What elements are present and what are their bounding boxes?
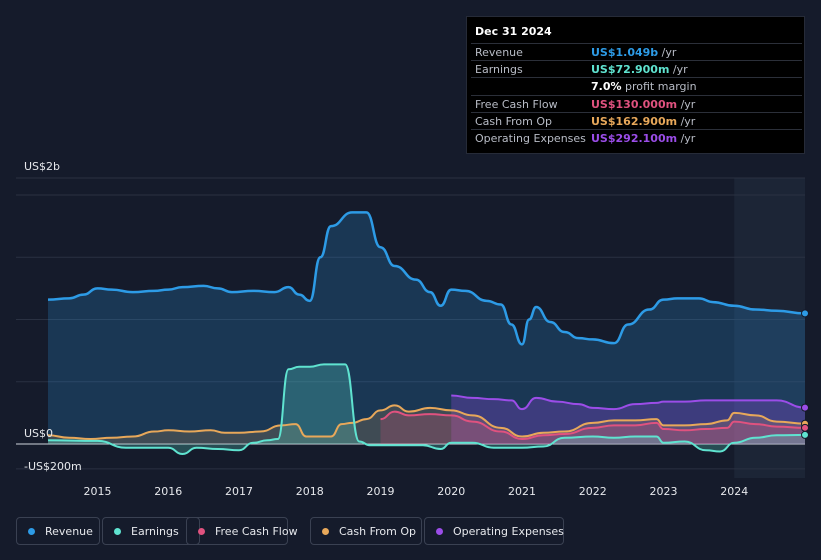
legend-label: Cash From Op [339, 525, 417, 538]
tooltip-value-unit: /yr [669, 63, 688, 77]
legend-dot-icon [322, 528, 329, 535]
y-bottom-label: -US$200m [24, 460, 82, 473]
legend-item-cash-from-op[interactable]: Cash From Op [310, 517, 422, 545]
tooltip-row-label: Operating Expenses [475, 132, 586, 145]
area-revenue [48, 212, 805, 444]
tooltip-value-unit: /yr [677, 114, 696, 128]
tooltip-row-value: US$130.000m /yr [591, 98, 695, 111]
legend-label: Revenue [45, 525, 93, 538]
legend-label: Earnings [131, 525, 179, 538]
x-tick-label: 2022 [579, 485, 607, 498]
area-cash-from-op [48, 405, 805, 444]
tooltip-row-value: US$162.900m /yr [591, 115, 695, 128]
tooltip-row-value: US$72.900m /yr [591, 63, 688, 76]
legend-dot-icon [28, 528, 35, 535]
tooltip-row: Earnings US$72.900m /yr [471, 60, 802, 78]
legend-item-free-cash-flow[interactable]: Free Cash Flow [186, 517, 298, 545]
legend-dot-icon [436, 528, 443, 535]
tooltip-value-unit: profit margin [621, 80, 697, 94]
x-tick-label: 2016 [154, 485, 182, 498]
x-tick-label: 2019 [367, 485, 395, 498]
line-revenue [47, 211, 806, 346]
endpoint-earnings [801, 430, 809, 439]
x-tick-label: 2021 [508, 485, 536, 498]
tooltip-value-text: US$72.900m [591, 63, 670, 77]
tooltip-value-text: US$130.000m [591, 97, 678, 111]
tooltip-row-label: Free Cash Flow [475, 97, 558, 111]
tooltip-row: Free Cash Flow US$130.000m /yr [471, 94, 802, 113]
tooltip-row: Operating Expenses US$292.100m /yr [471, 129, 802, 147]
legend-dot-icon [198, 528, 205, 535]
area-earnings [48, 364, 805, 454]
x-tick-label: 2015 [84, 485, 112, 498]
x-tick-label: 2020 [437, 485, 465, 498]
line-earnings [47, 363, 806, 455]
legend-label: Free Cash Flow [215, 525, 298, 538]
legend-dot-icon [114, 528, 121, 535]
line-cash-from-op [47, 404, 806, 441]
legend-item-earnings[interactable]: Earnings [102, 517, 200, 545]
tooltip-value-unit: /yr [658, 46, 677, 59]
endpoint-operating-expenses [801, 403, 809, 412]
tooltip-value-text: US$162.900m [591, 114, 678, 128]
line-operating-expenses [451, 394, 806, 411]
legend-item-revenue[interactable]: Revenue [16, 517, 100, 545]
endpoint-free-cash-flow [801, 423, 809, 432]
plot-area [16, 178, 805, 478]
tooltip-value-unit: /yr [677, 97, 696, 111]
tooltip-row-label: Revenue [475, 46, 523, 59]
x-tick-label: 2017 [225, 485, 253, 498]
endpoint-revenue [801, 309, 809, 318]
y-top-label: US$2b [24, 160, 61, 173]
tooltip-row: Revenue US$1.049b /yr [471, 43, 802, 61]
tooltip-row-value: US$1.049b /yr [591, 46, 676, 59]
tooltip-panel: Dec 31 2024 Revenue US$1.049b /yr Earnings… [466, 16, 805, 154]
tooltip-row-label: Earnings [475, 63, 523, 77]
tooltip-value-text: US$292.100m [591, 132, 678, 145]
tooltip-value-text: US$1.049b [591, 46, 659, 59]
legend-item-operating-expenses[interactable]: Operating Expenses [424, 517, 564, 545]
tooltip-date: Dec 31 2024 [475, 25, 552, 38]
x-tick-label: 2018 [296, 485, 324, 498]
tooltip-row: 7.0% profit margin [471, 77, 802, 95]
tooltip-row: Cash From Op US$162.900m /yr [471, 111, 802, 130]
x-tick-label: 2024 [720, 485, 748, 498]
tooltip-row-value: 7.0% profit margin [591, 80, 697, 93]
tooltip-value-unit: /yr [677, 132, 696, 145]
y-zero-label: US$0 [24, 427, 54, 440]
line-free-cash-flow [380, 410, 806, 441]
x-tick-label: 2023 [650, 485, 678, 498]
legend-label: Operating Expenses [453, 525, 564, 538]
tooltip-row-value: US$292.100m /yr [591, 132, 695, 145]
tooltip-value-text: 7.0% [591, 80, 622, 94]
tooltip-row-label: Cash From Op [475, 114, 553, 128]
